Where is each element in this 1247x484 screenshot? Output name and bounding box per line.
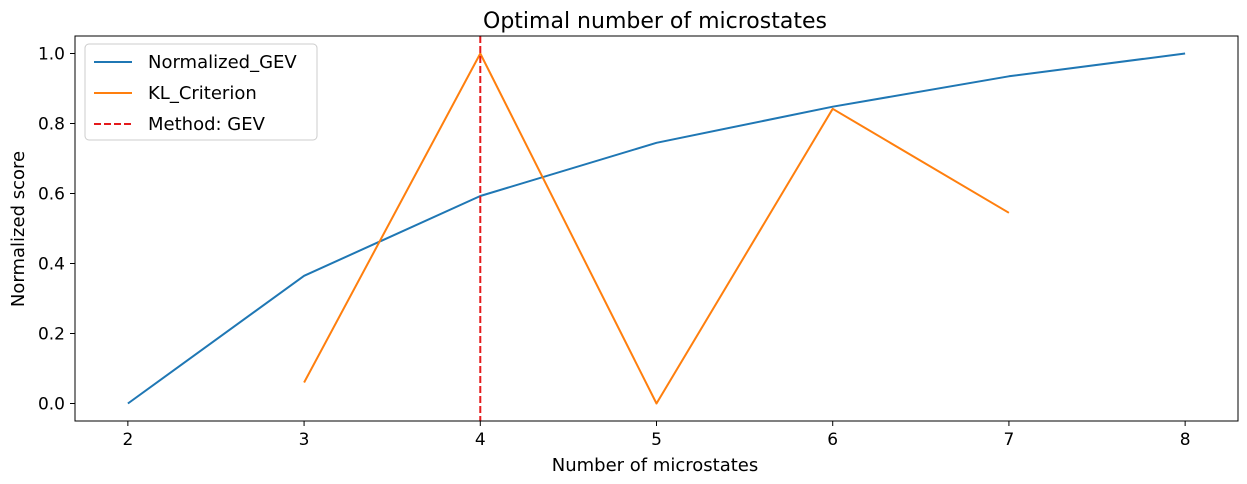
x-tick-label-6: 8 bbox=[1180, 430, 1191, 450]
x-tick-label-0: 2 bbox=[122, 430, 133, 450]
series-line-1 bbox=[303, 52, 1010, 405]
x-axis-label: Number of microstates bbox=[552, 455, 759, 476]
x-tick-label-4: 6 bbox=[827, 430, 838, 450]
y-tick-label-0: 0.0 bbox=[38, 395, 65, 415]
y-tick-label-2: 0.4 bbox=[38, 255, 65, 275]
x-tick-label-3: 5 bbox=[651, 430, 662, 450]
chart-title: Optimal number of microstates bbox=[483, 9, 827, 34]
plot-area bbox=[127, 36, 1186, 421]
x-tick-label-1: 3 bbox=[299, 430, 310, 450]
x-tick-label-2: 4 bbox=[475, 430, 486, 450]
axes: 2 3 4 5 6 7 8 0.0 0.2 0.4 0.6 0.8 1.0 bbox=[38, 35, 1239, 450]
legend-box bbox=[84, 43, 318, 141]
x-tick-label-5: 7 bbox=[1004, 430, 1015, 450]
y-tick-label-3: 0.6 bbox=[38, 185, 65, 205]
y-axis-label: Normalized score bbox=[8, 151, 29, 307]
legend-label-1: KL_Criterion bbox=[148, 83, 257, 104]
series-line-0 bbox=[127, 52, 1186, 405]
legend-label-2: Method: GEV bbox=[148, 114, 266, 135]
legend: Normalized_GEV KL_Criterion Method: GEV bbox=[84, 43, 318, 141]
y-tick-label-1: 0.2 bbox=[38, 325, 65, 345]
y-tick-label-4: 0.8 bbox=[38, 115, 65, 135]
y-tick-label-5: 1.0 bbox=[38, 45, 65, 65]
legend-label-0: Normalized_GEV bbox=[148, 52, 297, 73]
